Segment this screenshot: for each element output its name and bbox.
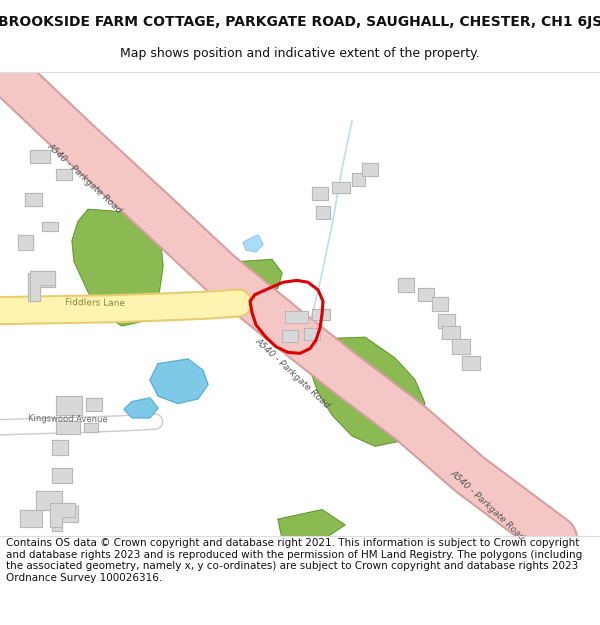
Text: Fiddlers Lane: Fiddlers Lane: [65, 298, 125, 308]
Polygon shape: [308, 338, 425, 446]
Polygon shape: [52, 439, 68, 455]
Polygon shape: [84, 422, 98, 432]
Polygon shape: [362, 163, 378, 176]
Polygon shape: [20, 510, 42, 527]
Polygon shape: [462, 356, 480, 371]
Polygon shape: [316, 206, 330, 219]
Polygon shape: [25, 193, 42, 206]
Polygon shape: [28, 272, 55, 301]
Polygon shape: [285, 311, 308, 323]
Polygon shape: [86, 398, 102, 411]
Polygon shape: [30, 149, 50, 163]
Polygon shape: [398, 279, 414, 292]
Text: A540 - Parkgate Road: A540 - Parkgate Road: [46, 141, 124, 215]
Polygon shape: [30, 271, 55, 301]
Polygon shape: [304, 328, 320, 340]
Text: A540 - Parkgate Road: A540 - Parkgate Road: [254, 336, 332, 410]
Polygon shape: [124, 398, 158, 418]
Polygon shape: [282, 329, 298, 342]
Polygon shape: [312, 309, 330, 320]
Polygon shape: [312, 188, 328, 200]
Polygon shape: [438, 314, 455, 328]
Text: Contains OS data © Crown copyright and database right 2021. This information is : Contains OS data © Crown copyright and d…: [6, 538, 582, 582]
Polygon shape: [278, 510, 345, 538]
Polygon shape: [50, 503, 75, 527]
Text: Map shows position and indicative extent of the property.: Map shows position and indicative extent…: [120, 48, 480, 61]
Polygon shape: [36, 491, 62, 510]
Polygon shape: [56, 421, 80, 434]
Polygon shape: [432, 298, 448, 311]
Text: BROOKSIDE FARM COTTAGE, PARKGATE ROAD, SAUGHALL, CHESTER, CH1 6JS: BROOKSIDE FARM COTTAGE, PARKGATE ROAD, S…: [0, 14, 600, 29]
Polygon shape: [18, 235, 33, 250]
Polygon shape: [243, 235, 263, 252]
Polygon shape: [418, 288, 434, 301]
Polygon shape: [332, 182, 350, 193]
Polygon shape: [452, 339, 470, 354]
Polygon shape: [56, 396, 82, 415]
Polygon shape: [352, 173, 365, 186]
Text: Kingswood Avenue: Kingswood Avenue: [28, 414, 108, 425]
Polygon shape: [56, 169, 72, 180]
Polygon shape: [52, 468, 72, 483]
Polygon shape: [442, 326, 460, 339]
Polygon shape: [236, 259, 282, 298]
Polygon shape: [52, 506, 78, 531]
Polygon shape: [72, 209, 163, 326]
Polygon shape: [150, 359, 208, 404]
Polygon shape: [42, 222, 58, 231]
Text: A540 - Parkgate Road: A540 - Parkgate Road: [449, 468, 527, 542]
